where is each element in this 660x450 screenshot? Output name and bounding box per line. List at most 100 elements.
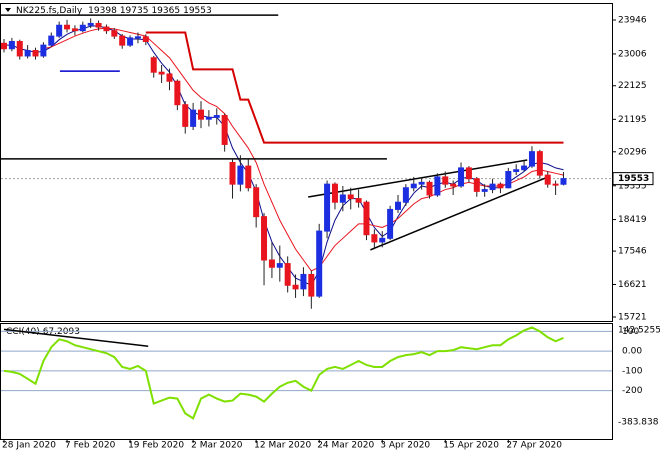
candle-body bbox=[16, 41, 23, 57]
candle-body bbox=[40, 44, 47, 57]
candle-body bbox=[481, 189, 488, 192]
candle-body bbox=[221, 115, 228, 145]
trend-line bbox=[308, 159, 528, 198]
candle-body bbox=[56, 24, 63, 37]
candle-body bbox=[347, 194, 354, 200]
candle-body bbox=[544, 174, 551, 185]
cci-tick-label: -200 bbox=[622, 386, 643, 396]
candle-body bbox=[95, 22, 102, 28]
y-tick-label: 17546 bbox=[618, 247, 647, 257]
y-tick-label: 16621 bbox=[618, 280, 647, 290]
candle-body bbox=[521, 165, 528, 171]
price-box bbox=[612, 172, 654, 186]
candle-body bbox=[87, 22, 94, 26]
candle-body bbox=[158, 71, 165, 75]
candle-body bbox=[402, 187, 409, 203]
last-open: 19398 bbox=[88, 6, 117, 16]
candle-body bbox=[253, 187, 260, 218]
main-panel-frame bbox=[0, 3, 613, 322]
candle-body bbox=[528, 151, 535, 167]
candle-body bbox=[198, 109, 204, 120]
candle-body bbox=[300, 273, 307, 290]
candle-body bbox=[213, 115, 220, 118]
last-close: 19553 bbox=[183, 6, 212, 16]
candle-body bbox=[292, 284, 299, 290]
y-tick-label: 22125 bbox=[618, 81, 647, 91]
candle-body bbox=[434, 176, 441, 196]
x-tick-label: 19 Feb 2020 bbox=[128, 441, 184, 450]
candle-body bbox=[64, 24, 71, 30]
candle-body bbox=[8, 41, 15, 50]
y-tick-label: 21195 bbox=[618, 115, 647, 125]
last-high: 19735 bbox=[120, 6, 149, 16]
cci-tick-label: -100 bbox=[622, 366, 643, 376]
candle-body bbox=[103, 26, 110, 32]
candle-body bbox=[134, 36, 141, 39]
candle-body bbox=[371, 234, 378, 243]
candle-body bbox=[79, 24, 86, 32]
x-tick-label: 12 Mar 2020 bbox=[254, 441, 311, 450]
candle-body bbox=[205, 116, 212, 120]
candle-body bbox=[505, 171, 512, 189]
cci-tick-label: 100 bbox=[622, 327, 639, 337]
indicator-line bbox=[145, 31, 564, 144]
candle-body bbox=[268, 259, 275, 268]
y-tick-label: 18419 bbox=[618, 215, 647, 225]
candle-body bbox=[182, 104, 189, 127]
candle-body bbox=[513, 169, 520, 173]
chart-title: NK225.fs,Daily bbox=[16, 6, 83, 16]
candle-body bbox=[308, 273, 315, 297]
candle-body bbox=[276, 263, 283, 268]
candle-body bbox=[111, 30, 118, 37]
price-box-label: 19553 bbox=[618, 174, 649, 184]
cci-min-label: -383.838 bbox=[618, 418, 659, 428]
candle-body bbox=[552, 183, 559, 186]
candle-body bbox=[119, 35, 126, 46]
candle-body bbox=[339, 194, 346, 203]
candle-body bbox=[229, 161, 236, 185]
candle-body bbox=[410, 183, 417, 189]
candle-body bbox=[245, 165, 252, 189]
candle-body bbox=[363, 201, 370, 236]
candle-body bbox=[190, 109, 197, 127]
menu-arrow bbox=[5, 8, 11, 12]
candle-body bbox=[261, 216, 268, 261]
x-tick-label: 3 Apr 2020 bbox=[380, 441, 430, 450]
candle-body bbox=[142, 36, 149, 43]
candle-body bbox=[450, 183, 457, 187]
candle-body bbox=[489, 183, 496, 191]
y-tick-label: 23006 bbox=[618, 49, 647, 59]
cci-trend-line bbox=[3, 328, 149, 347]
y-tick-label: 23946 bbox=[618, 15, 647, 25]
x-tick-label: 2 Mar 2020 bbox=[191, 441, 243, 450]
chart-header: NK225.fs,Daily 19398 19735 19365 19553 bbox=[16, 6, 212, 16]
cci-line bbox=[3, 326, 564, 420]
cci-max-label: 142.5255 bbox=[618, 326, 660, 336]
candle-body bbox=[284, 263, 291, 286]
candle-body bbox=[418, 181, 425, 185]
candle-body bbox=[395, 201, 401, 210]
y-tick-label: 19355 bbox=[618, 181, 647, 191]
candle-body bbox=[316, 230, 323, 297]
candle-body bbox=[150, 57, 157, 73]
cci-panel-frame bbox=[0, 323, 613, 440]
candle-body bbox=[379, 237, 386, 243]
candle-body bbox=[465, 167, 472, 180]
candle-body bbox=[71, 28, 78, 32]
candle-body bbox=[174, 80, 181, 106]
candle-body bbox=[331, 183, 338, 203]
candle-body bbox=[560, 178, 567, 185]
candle-body bbox=[127, 37, 134, 46]
x-tick-label: 15 Apr 2020 bbox=[443, 441, 499, 450]
candle-body bbox=[166, 73, 173, 82]
x-tick-label: 24 Mar 2020 bbox=[317, 441, 374, 450]
candle-body bbox=[237, 165, 244, 185]
candle-body bbox=[324, 183, 331, 232]
cci-tick-label: 0.00 bbox=[622, 347, 642, 357]
y-tick-label: 20296 bbox=[618, 147, 647, 157]
x-tick-label: 27 Apr 2020 bbox=[506, 441, 562, 450]
candle-body bbox=[426, 181, 433, 196]
candle-body bbox=[536, 151, 543, 176]
candle-body bbox=[387, 208, 394, 239]
